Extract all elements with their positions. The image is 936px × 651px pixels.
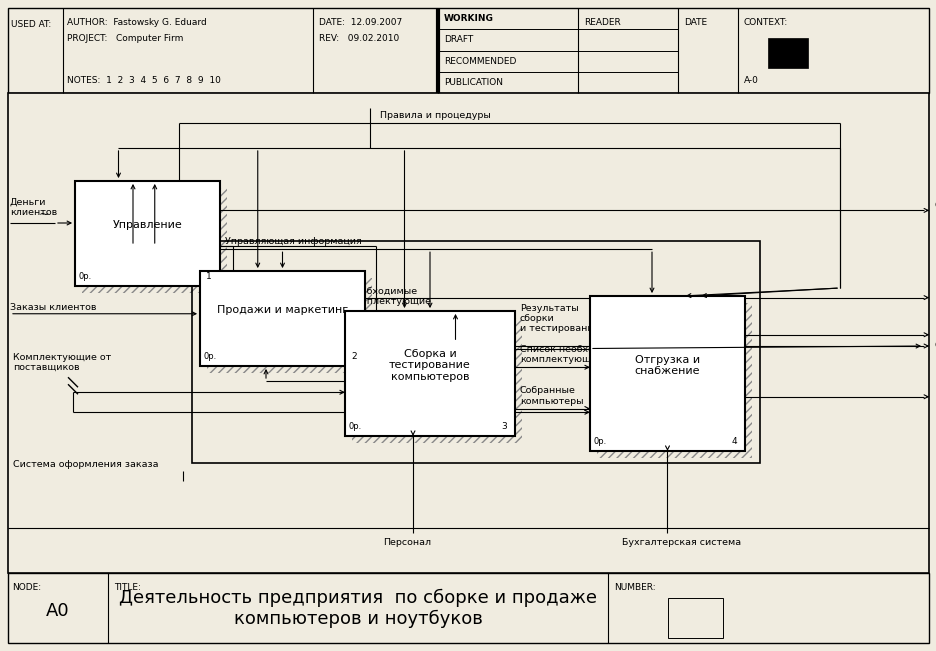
Text: Отгрузка и
снабжение: Отгрузка и снабжение xyxy=(634,355,699,376)
Bar xyxy=(596,303,752,458)
Bar xyxy=(8,573,928,643)
Text: Список необходимых
комплектующих: Список необходимых комплектующих xyxy=(519,345,626,365)
Text: Отчеты: Отчеты xyxy=(934,342,936,350)
Bar xyxy=(192,241,759,463)
Bar xyxy=(768,38,807,68)
Bar xyxy=(198,248,767,470)
Text: Управляющая информация: Управляющая информация xyxy=(225,237,361,246)
Text: CONTEXT:: CONTEXT: xyxy=(743,18,787,27)
Bar xyxy=(199,271,365,366)
Text: Деньги
клиентов: Деньги клиентов xyxy=(10,198,57,217)
Text: 2: 2 xyxy=(351,352,357,361)
Text: PUBLICATION: PUBLICATION xyxy=(444,78,503,87)
Text: AUTHOR:  Fastowsky G. Eduard: AUTHOR: Fastowsky G. Eduard xyxy=(67,18,207,27)
Text: Персонал: Персонал xyxy=(383,538,431,547)
Text: Комплектующие от
поставщиков: Комплектующие от поставщиков xyxy=(13,353,111,372)
Text: Сборка и
тестирование
компьютеров: Сборка и тестирование компьютеров xyxy=(388,349,471,382)
Text: NOTES:  1  2  3  4  5  6  7  8  9  10: NOTES: 1 2 3 4 5 6 7 8 9 10 xyxy=(67,76,221,85)
Text: A-0: A-0 xyxy=(743,76,758,85)
Text: 0р.: 0р. xyxy=(348,422,362,431)
Bar xyxy=(344,311,515,436)
Text: 0р.: 0р. xyxy=(593,437,607,446)
Text: NODE:: NODE: xyxy=(12,583,41,592)
Text: DRAFT: DRAFT xyxy=(444,35,473,44)
Text: READER: READER xyxy=(583,18,620,27)
Text: Заказы клиентов: Заказы клиентов xyxy=(10,303,96,312)
Text: Собранные
компьютеры: Собранные компьютеры xyxy=(519,386,583,406)
Text: Бухгалтерская система: Бухгалтерская система xyxy=(622,538,740,547)
Text: PROJECT:   Computer Firm: PROJECT: Computer Firm xyxy=(67,34,183,43)
Bar xyxy=(590,296,744,451)
Bar xyxy=(8,93,928,573)
Bar xyxy=(75,181,220,286)
Text: ~: ~ xyxy=(38,208,50,221)
Text: Необходимые
комплектующие: Необходимые комплектующие xyxy=(347,286,431,306)
Text: Заказы на сборку: Заказы на сборку xyxy=(370,330,458,339)
Text: Готовая
продукция: Готовая продукция xyxy=(934,387,936,406)
Text: 1: 1 xyxy=(206,272,212,281)
Text: REV:   09.02.2010: REV: 09.02.2010 xyxy=(318,34,399,43)
Text: A0: A0 xyxy=(46,602,70,620)
Bar xyxy=(352,318,521,443)
Text: DATE: DATE xyxy=(683,18,707,27)
Text: WORKING: WORKING xyxy=(444,14,493,23)
Text: NUMBER:: NUMBER: xyxy=(613,583,655,592)
Text: USED AT:: USED AT: xyxy=(11,20,51,29)
Text: RECOMMENDED: RECOMMENDED xyxy=(444,57,516,66)
Text: DATE:  12.09.2007: DATE: 12.09.2007 xyxy=(318,18,402,27)
Text: 0р.: 0р. xyxy=(204,352,217,361)
Text: 3: 3 xyxy=(501,422,506,431)
Bar xyxy=(8,8,928,93)
Text: Деятельность предприятия  по сборке и продаже
компьютеров и ноутбуков: Деятельность предприятия по сборке и про… xyxy=(119,589,596,628)
Text: Оплата за
комплектующие: Оплата за комплектующие xyxy=(934,201,936,220)
Text: Система оформления заказа: Система оформления заказа xyxy=(13,460,158,469)
Bar xyxy=(207,278,372,373)
Text: 0р.: 0р. xyxy=(79,272,92,281)
Bar xyxy=(667,598,723,638)
Text: Правила и процедуры: Правила и процедуры xyxy=(380,111,490,120)
Text: Продажи и маркетинг: Продажи и маркетинг xyxy=(217,305,347,316)
Text: Результаты
сборки
и тестирования: Результаты сборки и тестирования xyxy=(519,304,599,333)
Text: 4: 4 xyxy=(731,437,737,446)
Bar xyxy=(82,188,227,293)
Text: Управление: Управление xyxy=(112,221,183,230)
Text: TITLE:: TITLE: xyxy=(114,583,140,592)
Text: Заказы
поставщикам: Заказы поставщикам xyxy=(934,325,936,344)
Text: Маркетинговые
материалы: Маркетинговые материалы xyxy=(934,288,936,307)
